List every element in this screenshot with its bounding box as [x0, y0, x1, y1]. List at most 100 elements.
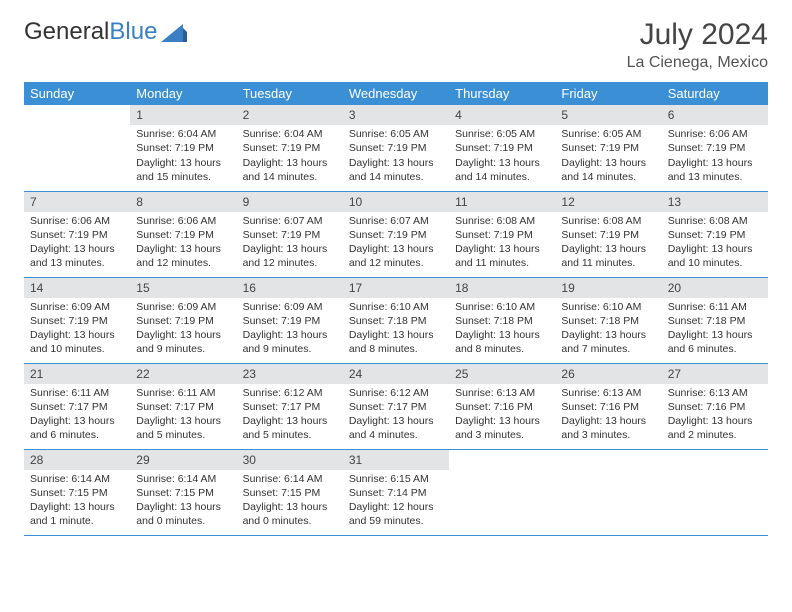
day-number: 3: [343, 105, 449, 125]
calendar-day-cell: 24Sunrise: 6:12 AM Sunset: 7:17 PM Dayli…: [343, 363, 449, 449]
day-number: 21: [24, 364, 130, 384]
calendar-day-cell: 16Sunrise: 6:09 AM Sunset: 7:19 PM Dayli…: [237, 277, 343, 363]
day-number: 11: [449, 192, 555, 212]
day-number: 9: [237, 192, 343, 212]
day-text: Sunrise: 6:11 AM Sunset: 7:17 PM Dayligh…: [130, 384, 236, 447]
logo-text-1: General: [24, 18, 109, 46]
day-number: 25: [449, 364, 555, 384]
calendar-day-cell: 12Sunrise: 6:08 AM Sunset: 7:19 PM Dayli…: [555, 191, 661, 277]
calendar-day-cell: 25Sunrise: 6:13 AM Sunset: 7:16 PM Dayli…: [449, 363, 555, 449]
calendar-week-row: 1Sunrise: 6:04 AM Sunset: 7:19 PM Daylig…: [24, 105, 768, 191]
calendar-day-cell: 4Sunrise: 6:05 AM Sunset: 7:19 PM Daylig…: [449, 105, 555, 191]
day-number: 29: [130, 450, 236, 470]
day-text: Sunrise: 6:04 AM Sunset: 7:19 PM Dayligh…: [237, 125, 343, 188]
day-text: Sunrise: 6:07 AM Sunset: 7:19 PM Dayligh…: [343, 212, 449, 275]
day-text: Sunrise: 6:11 AM Sunset: 7:18 PM Dayligh…: [662, 298, 768, 361]
weekday-header: Thursday: [449, 82, 555, 105]
day-number: 14: [24, 278, 130, 298]
logo-triangle-icon: [161, 22, 187, 42]
day-text: [24, 125, 130, 131]
day-number: 1: [130, 105, 236, 125]
day-text: Sunrise: 6:13 AM Sunset: 7:16 PM Dayligh…: [449, 384, 555, 447]
day-number: 31: [343, 450, 449, 470]
calendar-table: Sunday Monday Tuesday Wednesday Thursday…: [24, 82, 768, 536]
day-number: 13: [662, 192, 768, 212]
header: GeneralBlue July 2024 La Cienega, Mexico: [24, 18, 768, 72]
day-text: [555, 470, 661, 476]
weekday-header: Monday: [130, 82, 236, 105]
day-number: 6: [662, 105, 768, 125]
day-text: Sunrise: 6:12 AM Sunset: 7:17 PM Dayligh…: [237, 384, 343, 447]
day-number: 28: [24, 450, 130, 470]
day-number: 5: [555, 105, 661, 125]
calendar-week-row: 28Sunrise: 6:14 AM Sunset: 7:15 PM Dayli…: [24, 449, 768, 535]
day-number: 10: [343, 192, 449, 212]
calendar-day-cell: 29Sunrise: 6:14 AM Sunset: 7:15 PM Dayli…: [130, 449, 236, 535]
day-text: Sunrise: 6:15 AM Sunset: 7:14 PM Dayligh…: [343, 470, 449, 533]
day-text: Sunrise: 6:13 AM Sunset: 7:16 PM Dayligh…: [662, 384, 768, 447]
calendar-day-cell: 3Sunrise: 6:05 AM Sunset: 7:19 PM Daylig…: [343, 105, 449, 191]
day-number: 17: [343, 278, 449, 298]
weekday-header: Saturday: [662, 82, 768, 105]
day-text: Sunrise: 6:09 AM Sunset: 7:19 PM Dayligh…: [24, 298, 130, 361]
day-number: 2: [237, 105, 343, 125]
day-text: Sunrise: 6:06 AM Sunset: 7:19 PM Dayligh…: [24, 212, 130, 275]
weekday-header: Friday: [555, 82, 661, 105]
day-text: Sunrise: 6:04 AM Sunset: 7:19 PM Dayligh…: [130, 125, 236, 188]
day-number: 23: [237, 364, 343, 384]
weekday-header: Tuesday: [237, 82, 343, 105]
calendar-day-cell: 26Sunrise: 6:13 AM Sunset: 7:16 PM Dayli…: [555, 363, 661, 449]
day-text: Sunrise: 6:14 AM Sunset: 7:15 PM Dayligh…: [237, 470, 343, 533]
day-text: Sunrise: 6:10 AM Sunset: 7:18 PM Dayligh…: [449, 298, 555, 361]
month-title: July 2024: [627, 18, 768, 52]
weekday-header: Wednesday: [343, 82, 449, 105]
day-text: Sunrise: 6:08 AM Sunset: 7:19 PM Dayligh…: [662, 212, 768, 275]
day-text: Sunrise: 6:05 AM Sunset: 7:19 PM Dayligh…: [555, 125, 661, 188]
day-text: Sunrise: 6:08 AM Sunset: 7:19 PM Dayligh…: [555, 212, 661, 275]
calendar-day-cell: [24, 105, 130, 191]
calendar-week-row: 14Sunrise: 6:09 AM Sunset: 7:19 PM Dayli…: [24, 277, 768, 363]
day-number: 7: [24, 192, 130, 212]
calendar-day-cell: 21Sunrise: 6:11 AM Sunset: 7:17 PM Dayli…: [24, 363, 130, 449]
calendar-day-cell: 31Sunrise: 6:15 AM Sunset: 7:14 PM Dayli…: [343, 449, 449, 535]
day-text: Sunrise: 6:09 AM Sunset: 7:19 PM Dayligh…: [130, 298, 236, 361]
day-text: Sunrise: 6:13 AM Sunset: 7:16 PM Dayligh…: [555, 384, 661, 447]
day-number: 15: [130, 278, 236, 298]
calendar-day-cell: [555, 449, 661, 535]
calendar-day-cell: [449, 449, 555, 535]
title-block: July 2024 La Cienega, Mexico: [627, 18, 768, 72]
calendar-day-cell: 1Sunrise: 6:04 AM Sunset: 7:19 PM Daylig…: [130, 105, 236, 191]
day-text: Sunrise: 6:06 AM Sunset: 7:19 PM Dayligh…: [662, 125, 768, 188]
day-number: 27: [662, 364, 768, 384]
calendar-week-row: 21Sunrise: 6:11 AM Sunset: 7:17 PM Dayli…: [24, 363, 768, 449]
day-text: Sunrise: 6:12 AM Sunset: 7:17 PM Dayligh…: [343, 384, 449, 447]
calendar-day-cell: 18Sunrise: 6:10 AM Sunset: 7:18 PM Dayli…: [449, 277, 555, 363]
calendar-day-cell: 5Sunrise: 6:05 AM Sunset: 7:19 PM Daylig…: [555, 105, 661, 191]
calendar-day-cell: 9Sunrise: 6:07 AM Sunset: 7:19 PM Daylig…: [237, 191, 343, 277]
day-number: 4: [449, 105, 555, 125]
day-number: 8: [130, 192, 236, 212]
calendar-day-cell: 11Sunrise: 6:08 AM Sunset: 7:19 PM Dayli…: [449, 191, 555, 277]
day-text: Sunrise: 6:14 AM Sunset: 7:15 PM Dayligh…: [130, 470, 236, 533]
calendar-day-cell: 30Sunrise: 6:14 AM Sunset: 7:15 PM Dayli…: [237, 449, 343, 535]
calendar-day-cell: 2Sunrise: 6:04 AM Sunset: 7:19 PM Daylig…: [237, 105, 343, 191]
location: La Cienega, Mexico: [627, 54, 768, 72]
calendar-day-cell: 19Sunrise: 6:10 AM Sunset: 7:18 PM Dayli…: [555, 277, 661, 363]
calendar-day-cell: 13Sunrise: 6:08 AM Sunset: 7:19 PM Dayli…: [662, 191, 768, 277]
calendar-day-cell: 22Sunrise: 6:11 AM Sunset: 7:17 PM Dayli…: [130, 363, 236, 449]
day-number: 24: [343, 364, 449, 384]
day-text: Sunrise: 6:10 AM Sunset: 7:18 PM Dayligh…: [555, 298, 661, 361]
calendar-week-row: 7Sunrise: 6:06 AM Sunset: 7:19 PM Daylig…: [24, 191, 768, 277]
logo-text-2: Blue: [109, 18, 157, 46]
calendar-day-cell: 23Sunrise: 6:12 AM Sunset: 7:17 PM Dayli…: [237, 363, 343, 449]
day-text: Sunrise: 6:09 AM Sunset: 7:19 PM Dayligh…: [237, 298, 343, 361]
day-text: Sunrise: 6:11 AM Sunset: 7:17 PM Dayligh…: [24, 384, 130, 447]
day-number: 26: [555, 364, 661, 384]
logo: GeneralBlue: [24, 18, 187, 46]
calendar-day-cell: 17Sunrise: 6:10 AM Sunset: 7:18 PM Dayli…: [343, 277, 449, 363]
calendar-day-cell: 15Sunrise: 6:09 AM Sunset: 7:19 PM Dayli…: [130, 277, 236, 363]
day-number: 18: [449, 278, 555, 298]
day-text: [449, 470, 555, 476]
day-text: [662, 470, 768, 476]
weekday-header-row: Sunday Monday Tuesday Wednesday Thursday…: [24, 82, 768, 105]
